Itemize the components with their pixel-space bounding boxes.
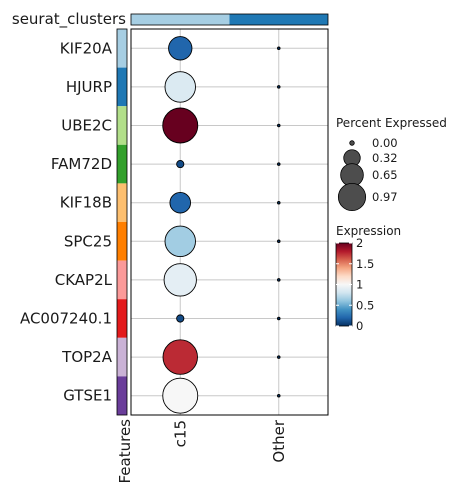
dot-KIF20A-c15 — [168, 36, 193, 61]
column-annotation-cell — [131, 14, 230, 25]
size-legend-key — [349, 140, 355, 146]
dot-AC007240.1-Other — [277, 316, 281, 321]
y-tick-label: TOP2A — [61, 348, 113, 366]
grid-lines — [131, 29, 328, 415]
size-legend-label: 0.00 — [372, 136, 398, 150]
dot-GTSE1-Other — [277, 393, 281, 398]
column-annotation-cell — [229, 14, 328, 25]
column-annotation-label: seurat_clusters — [12, 10, 126, 29]
size-legend-label: 0.32 — [372, 151, 398, 165]
dot-TOP2A-Other — [277, 355, 281, 359]
color-legend-tick-label: 1 — [356, 278, 363, 292]
plot-panel-border — [130, 28, 329, 416]
y-tick-labels: KIF20A HJURP UBE2C FAM72D KIF18B SPC25 CKAP2L A… — [20, 39, 113, 404]
row-annotation-border — [116, 28, 128, 416]
row-annotation-cell — [117, 299, 127, 338]
color-legend-title: Expression — [336, 224, 401, 238]
column-annotation-border — [130, 13, 329, 26]
row-annotation-cell — [117, 144, 127, 184]
dot-KIF20A-Other — [277, 46, 281, 51]
size-legend-key — [337, 182, 367, 212]
y-tick-label: CKAP2L — [55, 271, 113, 289]
y-tick-label: KIF20A — [60, 39, 113, 57]
y-tick-label: HJURP — [66, 78, 112, 96]
x-tick-label: Other — [270, 419, 288, 462]
x-tick-label: c15 — [171, 420, 189, 447]
dot-KIF18B-c15 — [169, 191, 192, 214]
dot-KIF18B-Other — [277, 200, 281, 205]
size-legend: 0.000.32 0.65 0.97 — [337, 136, 398, 212]
dot-GTSE1-c15 — [162, 377, 199, 414]
dots-layer — [162, 36, 281, 414]
row-annotation-cell — [117, 376, 127, 415]
y-tick-label: FAM72D — [51, 155, 112, 173]
dot-AC007240.1-c15 — [176, 314, 185, 323]
dot-HJURP-Other — [277, 85, 281, 89]
x-tick-labels: c15 Other — [171, 419, 288, 462]
column-annotation-bar — [130, 13, 329, 26]
dot-UBE2C-Other — [277, 123, 281, 128]
color-legend-tick-label: 2 — [356, 236, 363, 250]
dot-HJURP-c15 — [164, 71, 196, 103]
dot-FAM72D-c15 — [176, 160, 185, 169]
size-legend-label: 0.65 — [372, 168, 398, 182]
y-tick-label: AC007240.1 — [20, 310, 112, 328]
color-legend-ticks: 0 0.5 1 1.5 2 — [336, 236, 374, 333]
color-legend-tick-label: 0.5 — [356, 298, 374, 312]
dot-FAM72D-Other — [277, 162, 281, 166]
dot-UBE2C-c15 — [162, 107, 199, 144]
dot-CKAP2L-Other — [277, 278, 281, 282]
row-annotation-bar — [116, 28, 128, 416]
dot-SPC25-c15 — [164, 225, 196, 258]
row-annotation-cell — [117, 183, 127, 222]
row-annotation-label: Features — [116, 419, 134, 484]
y-tick-label: SPC25 — [64, 232, 112, 250]
row-annotation-cell — [117, 222, 127, 261]
row-annotation-cell — [117, 106, 127, 145]
y-tick-label: UBE2C — [61, 117, 112, 135]
row-annotation-cell — [117, 260, 127, 300]
dot-CKAP2L-c15 — [163, 263, 197, 297]
size-legend-label: 0.97 — [372, 190, 398, 204]
dot-SPC25-Other — [277, 239, 281, 244]
color-legend-tick-label: 0 — [356, 319, 363, 333]
y-tick-label: KIF18B — [60, 194, 112, 212]
row-annotation-cell — [117, 67, 127, 107]
y-tick-label: GTSE1 — [63, 387, 112, 405]
size-legend-title: Percent Expressed — [336, 116, 447, 130]
size-legend-key — [340, 163, 364, 187]
color-legend-tick-label: 1.5 — [356, 257, 374, 271]
dot-TOP2A-c15 — [162, 339, 198, 375]
row-annotation-cell — [117, 337, 127, 377]
row-annotation-cell — [117, 29, 127, 68]
